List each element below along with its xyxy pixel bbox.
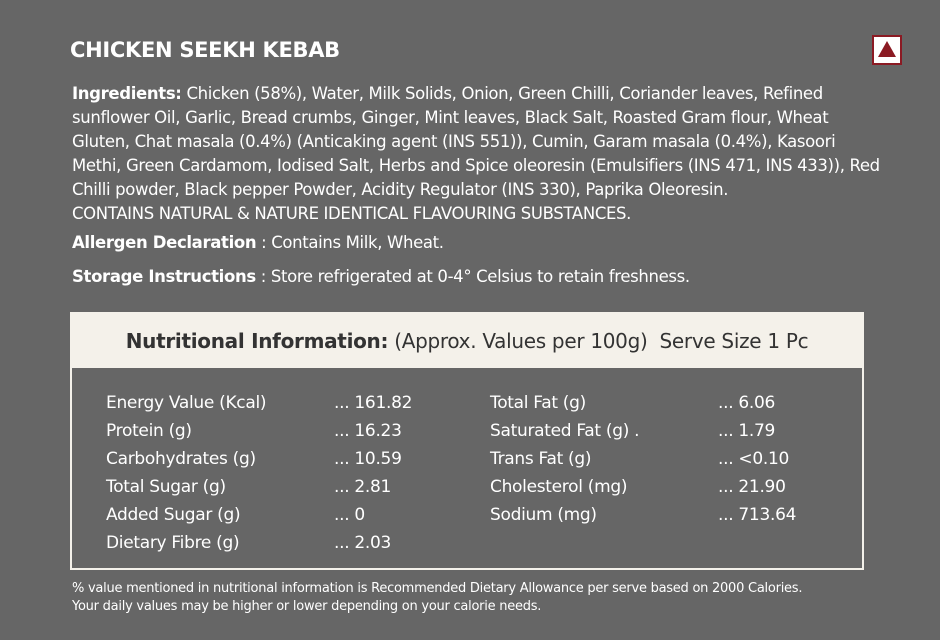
nutrient-name: Sodium (mg) — [490, 505, 597, 525]
nutrient-value: ... 16.23 — [334, 421, 402, 441]
nutrition-panel: Nutritional Information: (Approx. Values … — [70, 312, 864, 570]
serve-size: Serve Size 1 Pc — [659, 329, 809, 353]
flavouring-statement: CONTAINS NATURAL & NATURE IDENTICAL FLAV… — [72, 204, 632, 223]
footnote: % value mentioned in nutritional informa… — [72, 580, 892, 616]
triangle-icon — [878, 41, 896, 57]
nutrient-value: ... 6.06 — [718, 393, 776, 413]
footnote-line-2: Your daily values may be higher or lower… — [72, 599, 542, 614]
nutrient-name: Dietary Fibre (g) — [106, 533, 240, 553]
nutrient-name: Energy Value (Kcal) — [106, 393, 267, 413]
allergen-declaration: Allergen Declaration : Contains Milk, Wh… — [72, 233, 882, 252]
nutrient-value: ... 161.82 — [334, 393, 413, 413]
nutrition-header: Nutritional Information: (Approx. Values … — [72, 314, 862, 368]
ingredients-text: Ingredients: Chicken (58%), Water, Milk … — [72, 82, 882, 226]
nutrient-value: ... 713.64 — [718, 505, 797, 525]
nutrient-value: ... 10.59 — [334, 449, 402, 469]
nutrient-name: Saturated Fat (g) . — [490, 421, 640, 441]
nutrient-value: ... 21.90 — [718, 477, 786, 497]
storage-instructions: Storage Instructions : Store refrigerate… — [72, 267, 882, 286]
allergen-label: Allergen Declaration — [72, 233, 257, 252]
nutrient-value: ... 0 — [334, 505, 365, 525]
allergen-text: : Contains Milk, Wheat. — [256, 233, 444, 252]
ingredients-label: Ingredients: — [72, 84, 182, 103]
nutrient-value: ... 2.81 — [334, 477, 392, 497]
ingredients-list: Chicken (58%), Water, Milk Solids, Onion… — [72, 84, 880, 199]
nutrient-name: Added Sugar (g) — [106, 505, 241, 525]
nutrition-heading: Nutritional Information: — [125, 329, 389, 353]
nutrition-per: (Approx. Values per 100g) — [394, 329, 648, 353]
nutrient-value: ... 1.79 — [718, 421, 776, 441]
nutrient-name: Total Fat (g) — [490, 393, 586, 413]
storage-text: : Store refrigerated at 0-4° Celsius to … — [255, 267, 690, 286]
nutrient-name: Carbohydrates (g) — [106, 449, 256, 469]
footnote-line-1: % value mentioned in nutritional informa… — [72, 581, 803, 596]
non-veg-symbol-icon — [872, 35, 902, 65]
nutrient-value: ... 2.03 — [334, 533, 392, 553]
nutrient-name: Cholesterol (mg) — [490, 477, 628, 497]
storage-label: Storage Instructions — [72, 267, 256, 286]
nutrient-name: Protein (g) — [106, 421, 192, 441]
nutrient-value: ... <0.10 — [718, 449, 790, 469]
nutrient-name: Total Sugar (g) — [106, 477, 226, 497]
product-title: CHICKEN SEEKH KEBAB — [70, 38, 340, 62]
nutrient-name: Trans Fat (g) — [490, 449, 592, 469]
